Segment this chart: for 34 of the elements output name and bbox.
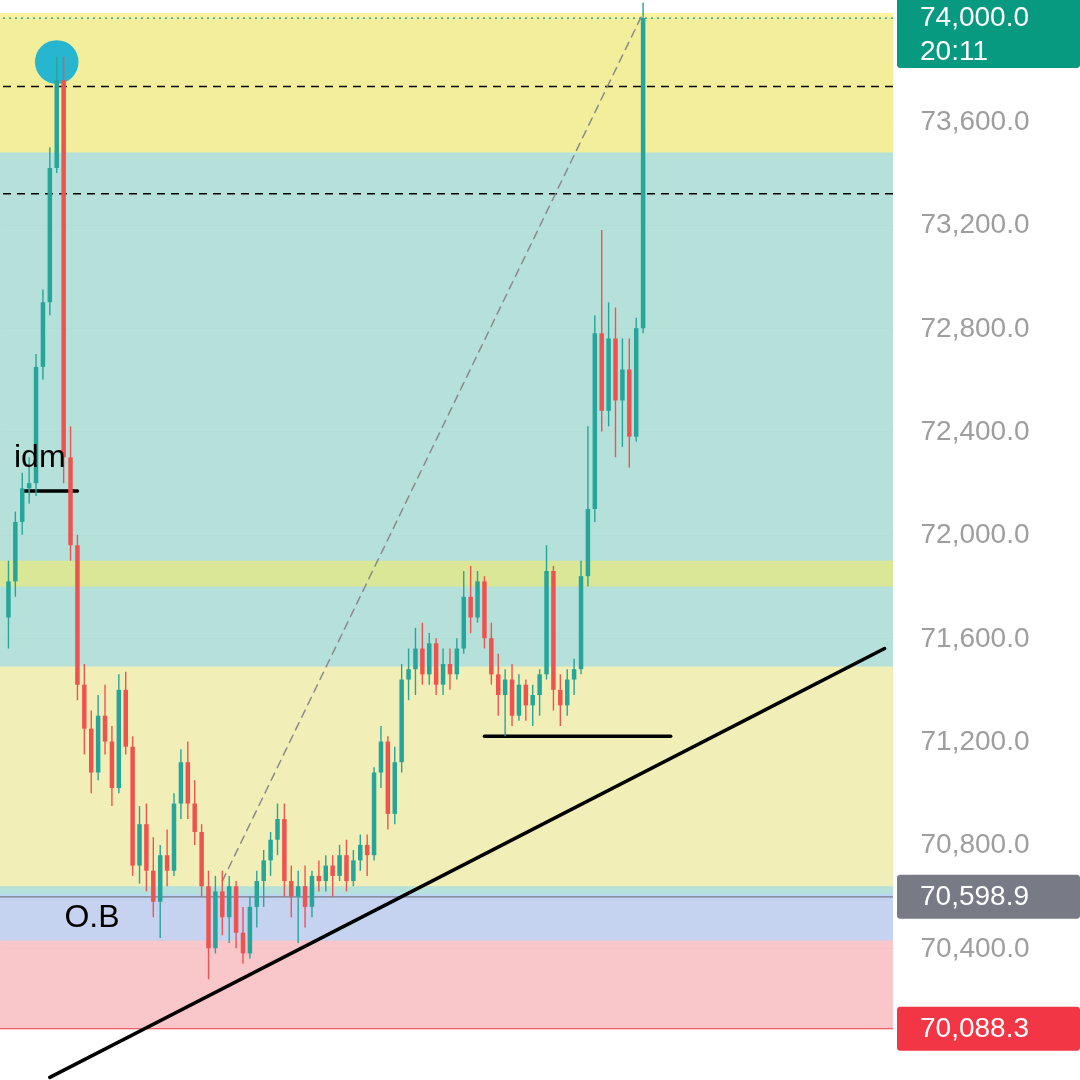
band-label: O.B [64, 898, 120, 935]
candlestick [440, 647, 446, 696]
ref-line-label: 70,598.9 [920, 879, 1029, 911]
candlestick [289, 864, 294, 918]
candlestick [337, 844, 342, 882]
candlestick [295, 870, 301, 944]
candlestick [571, 658, 577, 696]
candlestick [537, 668, 542, 717]
y-tick-label: 73,200.0 [920, 208, 1030, 240]
text: 20:11 [920, 35, 988, 67]
candlestick [495, 652, 501, 717]
y-tick-label: 71,600.0 [920, 621, 1030, 653]
y-tick-label: 73,600.0 [920, 104, 1030, 136]
candlestick [406, 647, 411, 701]
ref-line-label: 70,088.3 [920, 1011, 1029, 1043]
candlestick [275, 802, 280, 856]
candlestick [164, 828, 170, 887]
ref-line-label: 74,000.0 [920, 1, 1029, 33]
y-tick-label: 72,400.0 [920, 414, 1030, 446]
candlestick [468, 565, 473, 634]
candlestick [530, 683, 535, 727]
y-tick-label: 71,200.0 [920, 725, 1030, 757]
candlestick [558, 673, 563, 727]
y-tick-label: 72,800.0 [920, 311, 1030, 343]
candlestick [413, 627, 418, 696]
y-tick-label: 70,400.0 [920, 931, 1030, 963]
candlestick [261, 849, 266, 908]
y-tick-label: 72,000.0 [920, 518, 1030, 550]
candlestick [358, 833, 363, 872]
candlestick [302, 864, 308, 929]
candlestick [351, 849, 356, 887]
candlestick [330, 854, 335, 898]
candlestick [268, 831, 273, 877]
y-tick-label: 70,800.0 [920, 828, 1030, 860]
